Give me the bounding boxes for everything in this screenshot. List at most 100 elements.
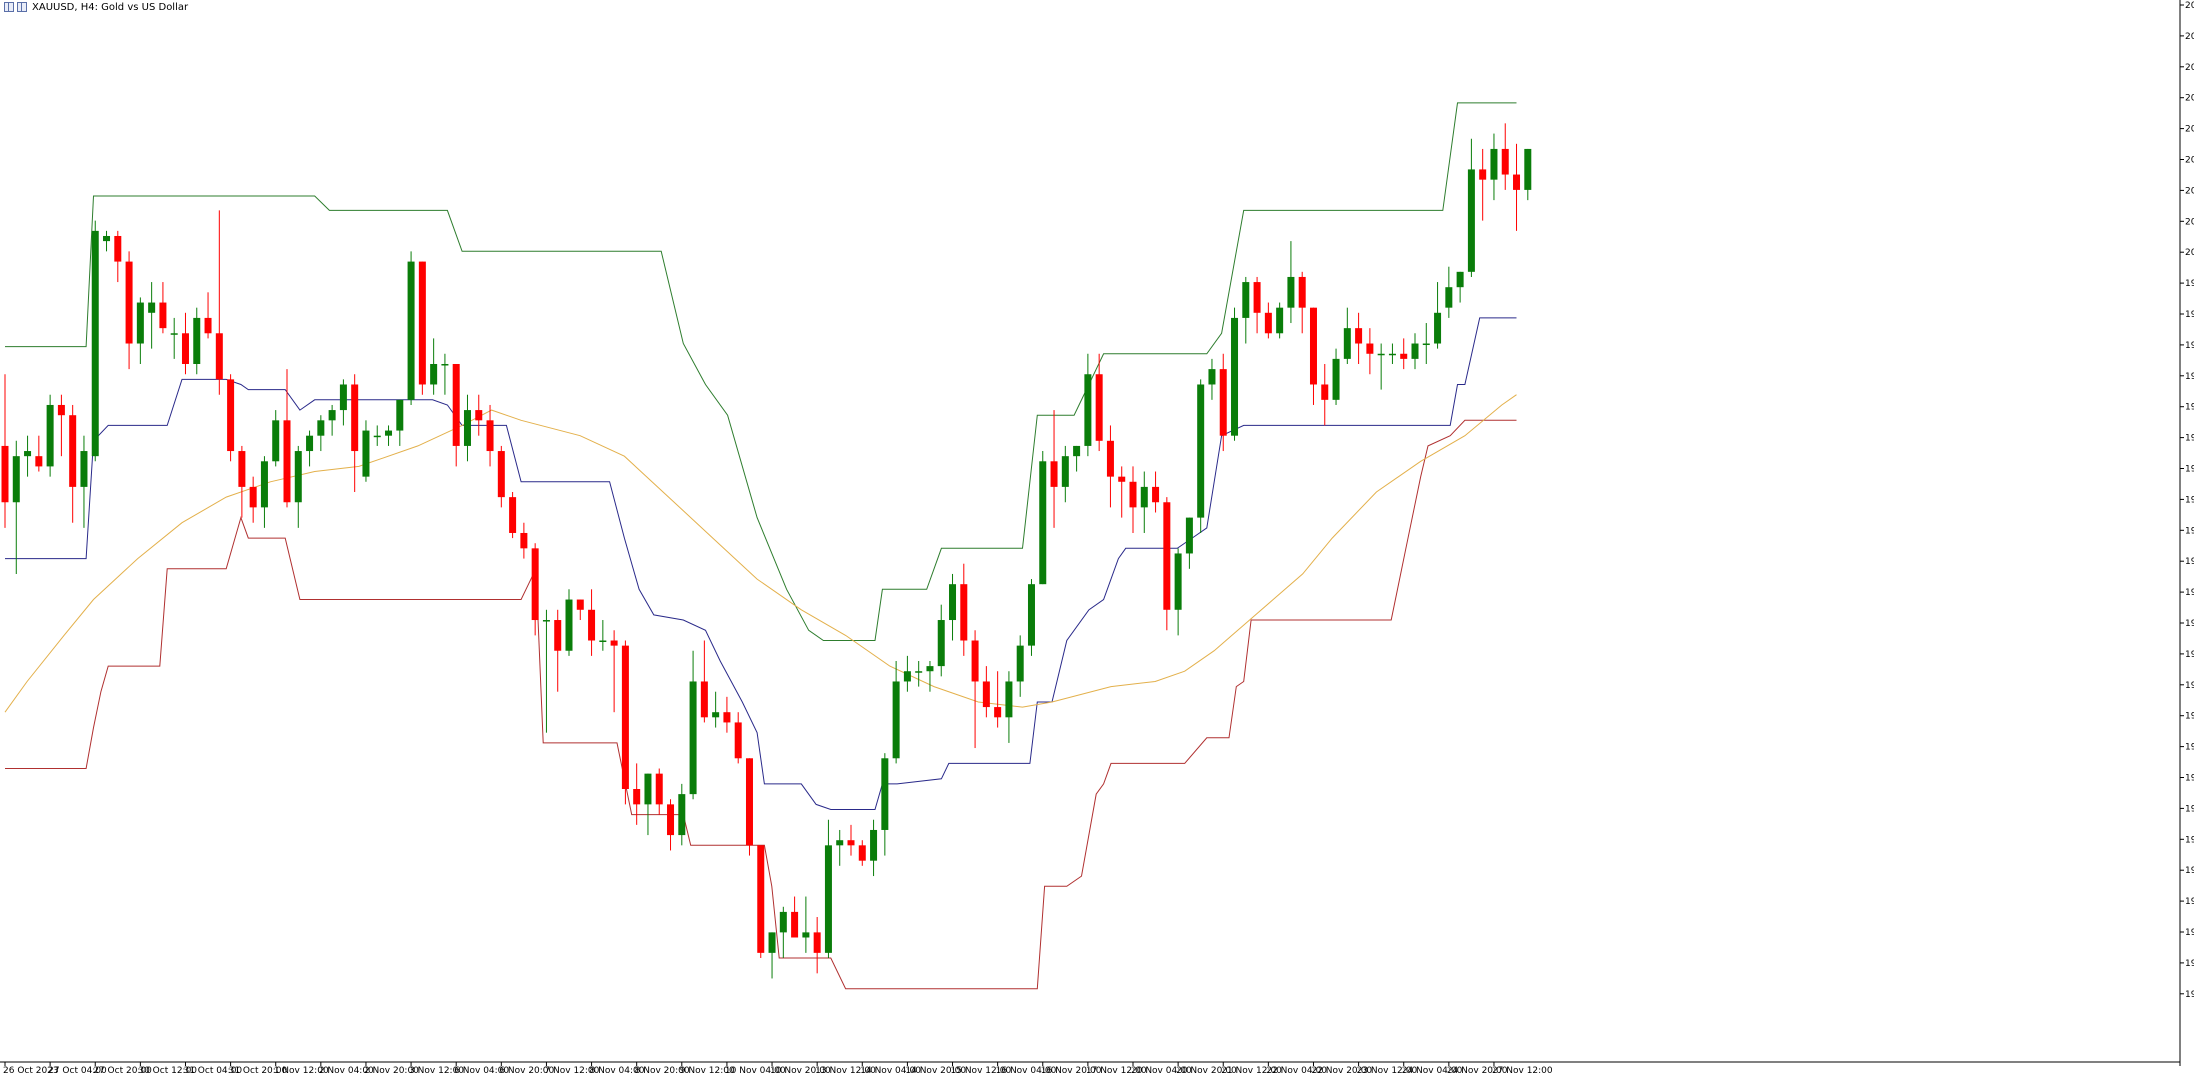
candle-body	[621, 645, 629, 790]
candle-body	[1287, 276, 1295, 308]
candle-body	[328, 410, 336, 421]
y-tick-label: 1967.30	[2185, 588, 2194, 598]
candle	[982, 666, 990, 718]
candle	[418, 261, 426, 395]
candle	[633, 763, 641, 825]
indicator-lines	[4, 102, 1517, 990]
x-tick-label: 2 Nov 20:00	[364, 1066, 419, 1076]
candle	[1355, 312, 1363, 364]
candle-body	[915, 671, 923, 673]
candle	[892, 660, 900, 764]
candle-body	[1129, 481, 1137, 508]
candle	[441, 353, 449, 395]
candle	[1118, 466, 1126, 518]
candle-body	[588, 609, 596, 641]
candle-body	[937, 620, 945, 667]
candle	[181, 312, 189, 375]
candle-body	[1479, 169, 1487, 180]
candle-body	[193, 317, 201, 364]
candle	[317, 415, 325, 452]
candle	[723, 696, 731, 733]
candle	[227, 374, 235, 462]
candle	[802, 896, 810, 953]
candle	[1106, 425, 1114, 508]
x-tick-label: 21 Nov 12:00	[1221, 1066, 1282, 1076]
candle	[283, 369, 291, 508]
candle-body	[1422, 343, 1430, 346]
candle-body	[418, 261, 426, 385]
candle	[554, 609, 562, 692]
candle-body	[80, 451, 88, 487]
candle-body	[272, 420, 280, 462]
candle	[1501, 123, 1509, 190]
candle-body	[1321, 384, 1329, 400]
symbol-window-icon[interactable]	[4, 2, 14, 12]
candle	[1027, 579, 1035, 656]
candle	[1411, 333, 1419, 370]
candle	[1140, 471, 1148, 533]
candle	[531, 543, 539, 636]
x-tick-label: 3 Nov 12:00	[409, 1066, 464, 1076]
candle	[655, 768, 663, 815]
symbol-chart-icon[interactable]	[17, 2, 27, 12]
candle-body	[712, 712, 720, 718]
y-tick-label: 2016.10	[2185, 94, 2194, 104]
candle-body	[1106, 440, 1114, 477]
candle	[46, 394, 54, 477]
candle-body	[1434, 312, 1442, 344]
candle	[779, 906, 787, 958]
candle-body	[858, 845, 866, 861]
candle	[1513, 143, 1521, 231]
candle	[103, 230, 111, 252]
candle	[396, 399, 404, 446]
candle-body	[215, 333, 223, 380]
indicator-line-0	[5, 102, 1517, 641]
x-tick-label: 10 Nov 04:00	[725, 1066, 786, 1076]
candle-body	[1366, 343, 1374, 354]
candle	[644, 773, 652, 836]
candle	[193, 307, 201, 375]
candle-body	[1073, 445, 1081, 457]
candle-body	[689, 681, 697, 795]
candle	[847, 824, 855, 856]
candle-body	[700, 681, 708, 718]
candle	[1309, 307, 1317, 405]
candle-body	[1152, 486, 1160, 503]
x-tick-label: 23 Nov 12:00	[1357, 1066, 1418, 1076]
candle-body	[283, 420, 291, 503]
candle	[1445, 266, 1453, 318]
candle	[1264, 302, 1272, 339]
x-tick-label: 20 Nov 20:00	[1176, 1066, 1237, 1076]
candle	[813, 917, 821, 974]
candle	[1287, 241, 1295, 324]
candle-body	[1332, 358, 1340, 400]
candle-body	[610, 640, 618, 646]
y-tick-label: 2010.00	[2185, 156, 2194, 166]
candle-body	[757, 845, 765, 953]
candle	[689, 650, 697, 800]
candle	[1174, 548, 1182, 636]
candle-body	[791, 911, 799, 938]
candle-body	[339, 384, 347, 411]
candle-body	[745, 758, 753, 846]
y-tick-label: 1949.00	[2185, 774, 2194, 784]
candle-body	[949, 584, 957, 621]
y-tick-label: 1936.80	[2185, 897, 2194, 907]
candle-body	[1084, 374, 1092, 446]
candle	[926, 660, 934, 692]
candle	[204, 292, 212, 339]
candle-body	[238, 451, 246, 487]
candle	[542, 609, 550, 733]
x-tick-label: 27 Oct 04:00	[48, 1066, 107, 1076]
candle-body	[249, 486, 257, 508]
candle	[125, 251, 133, 370]
candle-body	[1231, 317, 1239, 436]
candle	[1073, 445, 1081, 472]
candle	[588, 589, 596, 656]
candle-body	[306, 435, 314, 452]
y-tick-label: 1964.25	[2185, 619, 2194, 629]
candle	[407, 251, 415, 405]
candle	[509, 492, 517, 539]
